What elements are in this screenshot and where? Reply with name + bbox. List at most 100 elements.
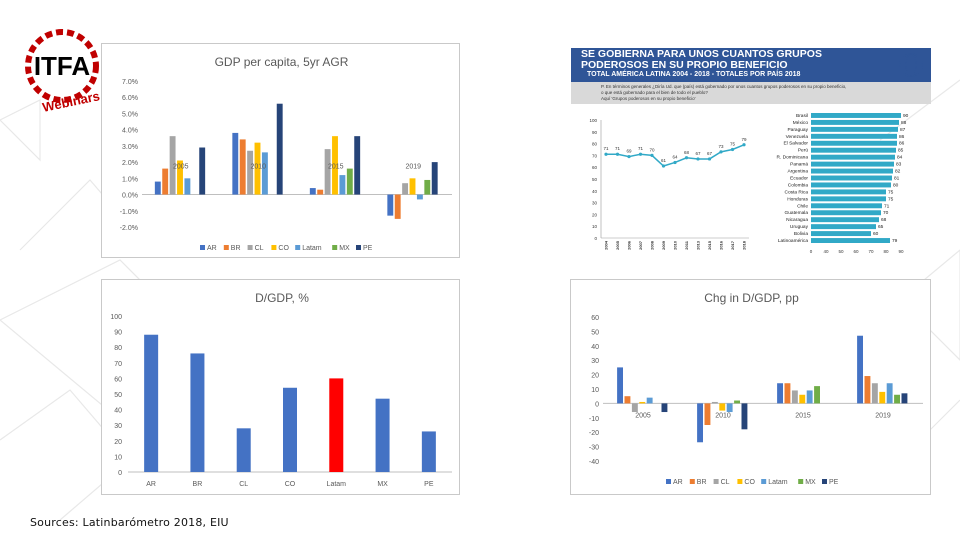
legend-swatch-AR (666, 479, 671, 484)
bar-MX-2015 (346, 168, 353, 195)
hbar-x-tick: 70 (868, 249, 874, 254)
line-data-label: 73 (718, 144, 724, 149)
y-tick-label: 40 (592, 189, 598, 194)
hbar-data-label: 80 (893, 182, 899, 188)
legend-swatch-CL (247, 245, 253, 250)
y-tick-label: 60 (591, 315, 599, 322)
hbar-category-label: El Salvador (783, 141, 808, 147)
bar-CO (283, 387, 297, 472)
y-tick-label: 0 (118, 470, 122, 477)
hbar-data-label: 85 (898, 148, 904, 154)
y-tick-label: -2.0% (120, 225, 138, 232)
bar-AR-2005 (154, 181, 161, 195)
bar-CL-2019 (402, 183, 409, 195)
y-tick-label: 40 (114, 408, 122, 415)
hbar-category-label: Ecuador (790, 175, 808, 181)
hbar-category-label: Paraguay (787, 127, 808, 133)
hbar-Nicaragua (811, 217, 879, 223)
hbar-Paraguay (811, 126, 898, 132)
hbar-data-label: 65 (878, 224, 884, 230)
legend-label-MX: MX (805, 479, 816, 486)
hbar-data-label: 86 (899, 141, 905, 147)
y-tick-label: 20 (114, 439, 122, 446)
legend-label-BR: BR (231, 245, 241, 252)
bar-BR-2005 (624, 396, 631, 404)
hbar-data-label: 87 (900, 127, 906, 133)
line-point (615, 152, 620, 156)
hbar-category-label: Chile (797, 203, 808, 209)
hbar-México (811, 119, 899, 125)
y-tick-label: 30 (592, 201, 598, 206)
hbar-data-label: 82 (895, 169, 901, 175)
hbar-data-label: 88 (901, 120, 907, 126)
hbar-category-label: Argentina (787, 169, 808, 175)
legend-label-Latam: Latam (768, 479, 788, 486)
bar-PE-2019 (901, 393, 908, 404)
line-point (638, 152, 643, 156)
legend-label-PE: PE (363, 245, 373, 252)
line-data-label: 64 (672, 154, 678, 159)
globe-logo-icon (899, 53, 923, 77)
bar-Latam-2010 (261, 152, 268, 195)
line-data-label: 61 (661, 158, 667, 163)
hbar-Brasil (811, 113, 901, 118)
bar-Latam-2019 (886, 383, 893, 404)
hbar-El Salvador (811, 140, 897, 146)
line-x-label: 2013 (696, 240, 701, 250)
bar-MX-2015 (814, 386, 820, 404)
bar-AR-2005 (617, 367, 623, 404)
bar-CL-2005 (169, 136, 176, 195)
logo-subtext: Webinars (41, 88, 101, 115)
x-category-label: PE (424, 481, 434, 488)
y-tick-label: 0 (594, 236, 597, 241)
bar-CL-2005 (631, 403, 638, 413)
legend-swatch-CO (271, 245, 277, 250)
y-tick-label: 100 (589, 118, 597, 123)
bar-PE-2019 (431, 162, 438, 195)
hbar-category-label: Nicaragua (786, 217, 808, 223)
bar-BR (190, 353, 205, 472)
gdp-growth-chart: GDP per capita, 5yr AGR 7.0% 6.0% 5.0% 4.0% 3… (120, 55, 452, 252)
hbar-data-label: 86 (899, 134, 905, 140)
hbar-data-label: 68 (881, 217, 887, 223)
y-tick-label: 40 (591, 344, 599, 351)
x-category-label: BR (193, 481, 203, 488)
y-tick-label: 80 (592, 142, 598, 147)
y-tick-label: 70 (592, 153, 598, 158)
debt-gdp-chart-panel: D/GDP, % 100 90 80 70 60 50 40 30 20 10 0 AR BR CL CO La… (101, 279, 460, 495)
hbar-data-label: 71 (884, 203, 890, 209)
line-data-label: 79 (741, 137, 747, 142)
question-line2: o que está gobernado para el bien de tod… (601, 90, 708, 95)
x-category-label: MX (377, 481, 388, 488)
legend-swatch-CO (737, 479, 743, 484)
hbar-data-label: 70 (883, 210, 889, 216)
legend-swatch-Latam (295, 245, 301, 250)
y-tick-label: 90 (592, 130, 598, 135)
bar-AR (144, 334, 159, 472)
line-point (707, 157, 712, 161)
x-category-label: 2015 (328, 164, 344, 171)
hbar-category-label: Brasil (796, 113, 808, 119)
bar-CO-2010 (254, 142, 261, 195)
hbar-data-label: 81 (894, 175, 900, 181)
y-tick-label: -10 (589, 416, 599, 423)
hbar-category-label: México (793, 120, 809, 126)
y-tick-label: 50 (591, 329, 599, 336)
x-category-label: 2005 (173, 164, 189, 171)
bar-Latam-2015 (806, 390, 813, 404)
gdp-growth-chart-panel: GDP per capita, 5yr AGR 7.0% 6.0% 5.0% 4.0% 3… (101, 43, 460, 258)
legend-label-MX: MX (339, 245, 350, 252)
legend-swatch-BR (223, 245, 229, 250)
latinobarometro-charts: 1009080706050403020100712004712005692006… (589, 113, 908, 254)
bar-CL-2019 (871, 383, 878, 404)
line-point (661, 164, 666, 168)
bar-MX-2019 (894, 394, 900, 404)
bar-AR-2015 (309, 188, 316, 195)
legend-label-CO: CO (278, 245, 289, 252)
chart-title: GDP per capita, 5yr AGR (215, 55, 349, 69)
hbar-Latinoamérica (811, 238, 890, 243)
bar-BR-2015 (317, 189, 324, 195)
legend-label-AR: AR (207, 245, 217, 252)
chart-title: Chg in D/GDP, pp (704, 291, 799, 305)
hbar-x-tick: 40 (823, 249, 829, 254)
